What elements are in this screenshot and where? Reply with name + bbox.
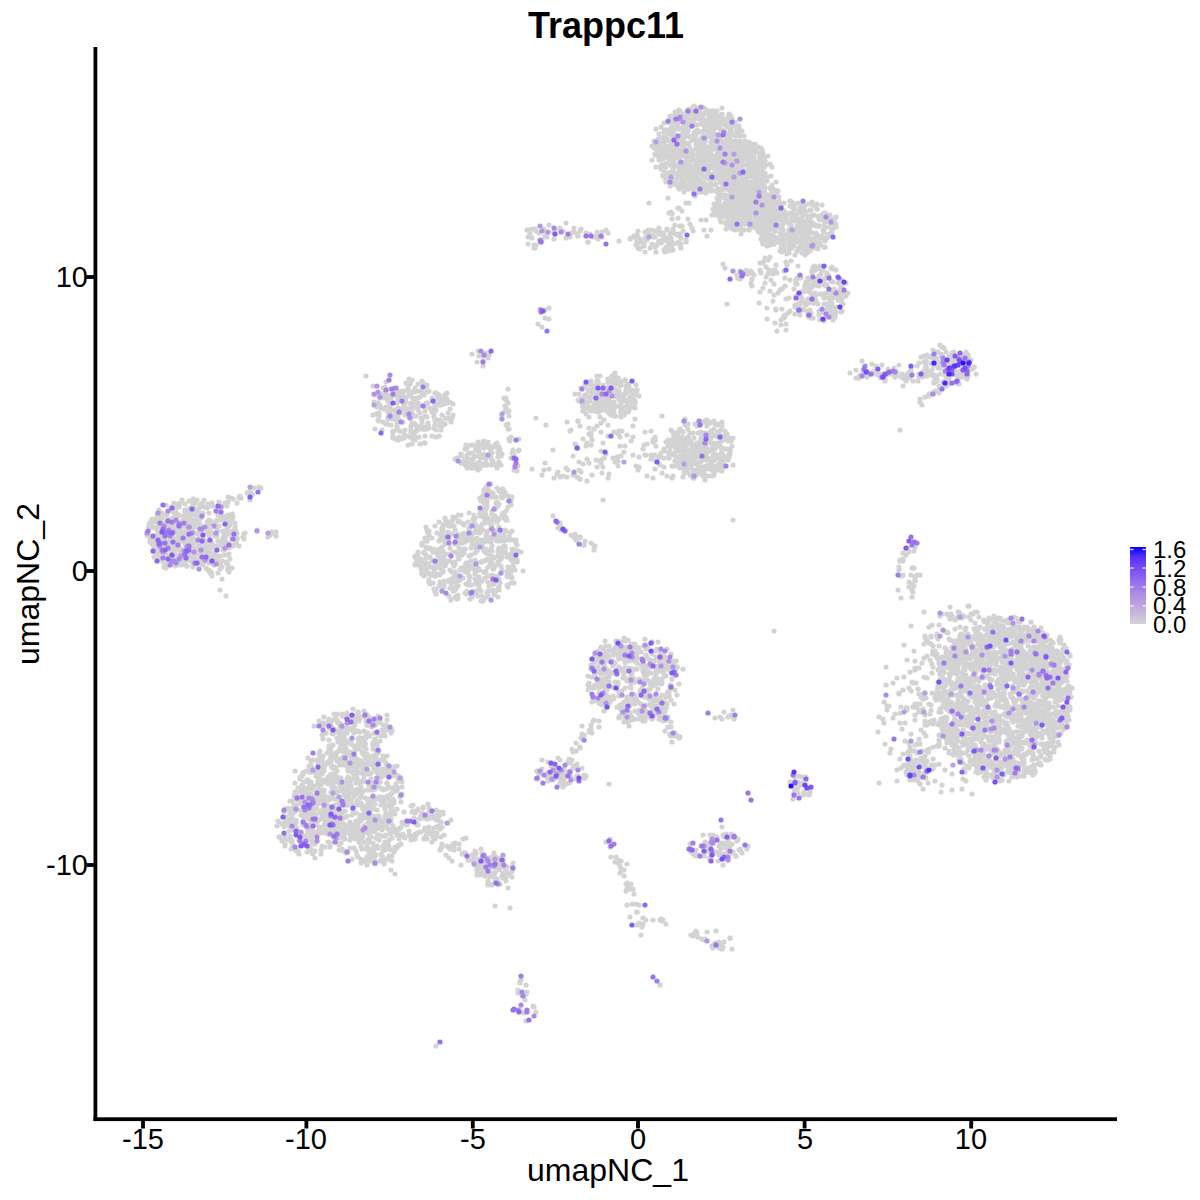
svg-text:5: 5 [797, 1123, 813, 1155]
svg-text:10: 10 [56, 261, 88, 293]
svg-text:-10: -10 [285, 1123, 327, 1155]
svg-text:0.0: 0.0 [1153, 611, 1186, 638]
svg-text:-15: -15 [122, 1123, 164, 1155]
svg-text:0: 0 [630, 1123, 646, 1155]
svg-text:10: 10 [955, 1123, 987, 1155]
svg-text:umapNC_2: umapNC_2 [10, 503, 46, 665]
svg-text:umapNC_1: umapNC_1 [527, 1152, 689, 1188]
svg-text:Trappc11: Trappc11 [528, 5, 684, 46]
svg-text:-5: -5 [460, 1123, 486, 1155]
svg-text:-10: -10 [46, 849, 88, 881]
svg-text:0: 0 [72, 555, 88, 587]
